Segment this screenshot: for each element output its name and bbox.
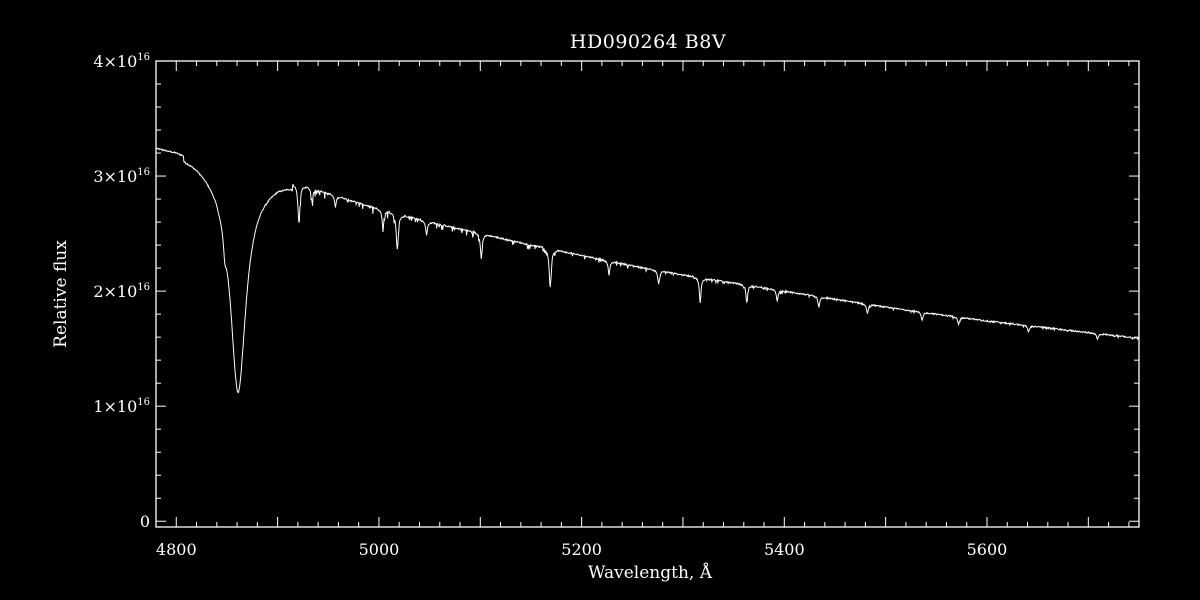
- x-axis-label: Wavelength, Å: [588, 562, 713, 583]
- y-axis-tick-labels: 0 1×1016 2×1016 3×1016 4×1016: [93, 52, 150, 531]
- y-axis-label: Relative flux: [51, 240, 71, 348]
- y-tick-label: 2×1016: [93, 282, 150, 301]
- x-tick-label: 4800: [156, 540, 197, 559]
- x-tick-label: 5400: [764, 540, 805, 559]
- y-tick-label: 3×1016: [93, 167, 150, 186]
- y-tick-label: 0: [140, 512, 150, 531]
- y-tick-label: 1×1016: [93, 397, 150, 416]
- axis-ticks: [155, 60, 1139, 527]
- x-tick-label: 5600: [967, 540, 1008, 559]
- plot-frame: [155, 60, 1140, 528]
- x-tick-label: 5000: [359, 540, 400, 559]
- x-tick-label: 5200: [561, 540, 602, 559]
- x-axis-tick-labels: 4800 5000 5200 5400 5600: [156, 540, 1007, 559]
- chart-title: HD090264 B8V: [570, 31, 726, 53]
- y-tick-label: 4×1016: [93, 52, 150, 71]
- spectrum-line: [155, 147, 1140, 394]
